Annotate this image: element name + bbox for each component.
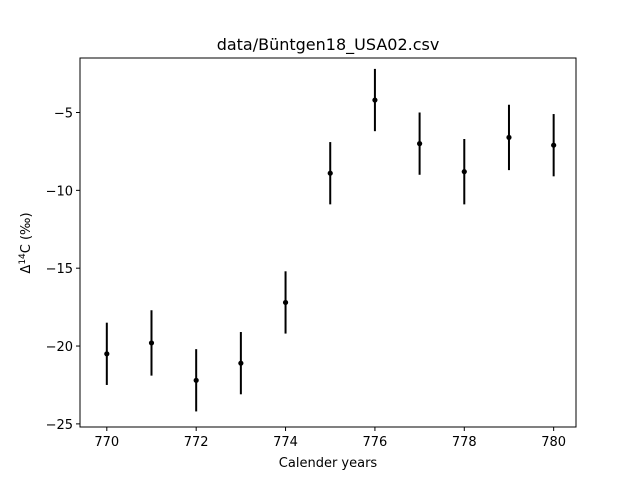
data-point bbox=[282, 299, 289, 306]
y-tick-label: −25 bbox=[46, 418, 73, 433]
x-tick-label: 772 bbox=[184, 435, 209, 450]
data-point bbox=[104, 351, 110, 357]
data-point bbox=[506, 134, 512, 141]
y-axis-label: Δ14C (‰) bbox=[18, 212, 34, 273]
y-tick-label: −15 bbox=[46, 262, 73, 277]
data-point bbox=[148, 340, 155, 346]
chart-title: data/Büntgen18_USA02.csv bbox=[217, 35, 440, 55]
y-axis-label-rest: C (‰) bbox=[19, 212, 34, 253]
plot-area: 770 772 774 776 778 780 −25 −20 −15 −10 −5 bbox=[46, 57, 577, 450]
y-tick-label: −20 bbox=[46, 340, 73, 355]
x-axis-label: Calender years bbox=[279, 456, 378, 471]
x-tick-label: 780 bbox=[541, 435, 566, 450]
y-axis-label-delta: Δ bbox=[19, 265, 34, 274]
data-point bbox=[461, 169, 467, 175]
data-point bbox=[417, 141, 423, 147]
y-tick-label: −5 bbox=[54, 106, 73, 121]
x-tick-label: 770 bbox=[94, 435, 119, 450]
data-point bbox=[238, 360, 244, 366]
data-point bbox=[372, 97, 378, 103]
x-tick-label: 776 bbox=[363, 435, 388, 450]
data-point bbox=[327, 170, 333, 176]
x-tick-label: 774 bbox=[273, 435, 298, 450]
axes-frame bbox=[79, 57, 577, 428]
x-tick-label: 778 bbox=[452, 435, 477, 450]
data-point bbox=[551, 142, 557, 148]
y-axis-label-superscript: 14 bbox=[18, 253, 28, 265]
y-tick-label: −10 bbox=[46, 184, 73, 199]
data-point bbox=[193, 377, 199, 383]
